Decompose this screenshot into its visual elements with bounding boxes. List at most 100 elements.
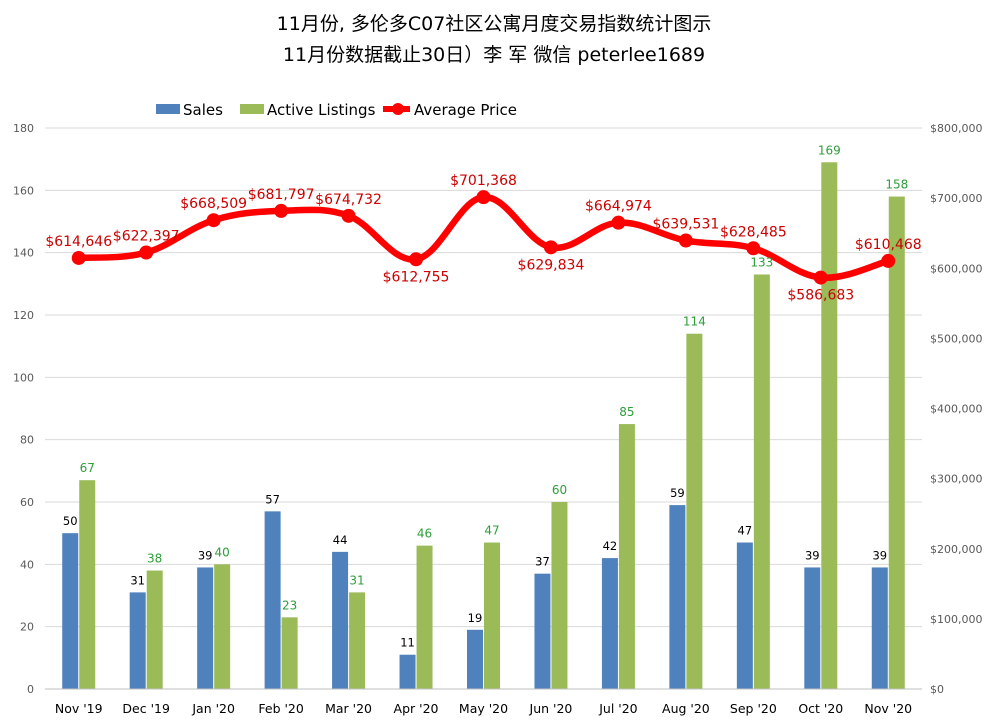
sales-bar xyxy=(62,533,79,689)
average-price-data-label: $701,368 xyxy=(450,173,517,189)
average-price-data-label: $614,646 xyxy=(45,234,112,250)
sales-data-label: 11 xyxy=(400,636,415,650)
right-axis-tick-label: $100,000 xyxy=(930,613,983,626)
active-listings-data-label: 85 xyxy=(619,405,634,419)
average-price-data-label: $668,509 xyxy=(180,196,247,212)
legend: Sales Active Listings Average Price xyxy=(156,101,517,119)
average-price-data-label: $622,397 xyxy=(113,229,180,245)
average-price-data-label: $674,732 xyxy=(315,192,382,208)
left-axis-tick-label: 80 xyxy=(20,434,34,447)
right-axis-tick-label: $300,000 xyxy=(930,473,983,486)
sales-bar xyxy=(736,542,753,689)
right-axis-tick-label: $400,000 xyxy=(930,403,983,416)
chart-subtitle: 11月份数据截止30日）李 军 微信 peterlee1689 xyxy=(283,44,705,66)
average-price-marker xyxy=(813,270,828,285)
active-listings-bar xyxy=(888,196,905,690)
sales-bar xyxy=(197,567,214,689)
active-listings-data-label: 38 xyxy=(147,552,162,566)
average-price-data-label: $639,531 xyxy=(652,217,719,233)
chart-title: 11月份, 多伦多C07社区公寓月度交易指数统计图示 xyxy=(277,13,712,35)
sales-data-label: 57 xyxy=(265,492,280,506)
sales-data-label: 39 xyxy=(805,548,820,562)
sales-data-label: 47 xyxy=(738,524,753,538)
average-price-data-label: $612,755 xyxy=(383,269,450,285)
active-listings-data-label: 40 xyxy=(215,545,230,559)
x-axis-tick-label: Mar '20 xyxy=(325,701,372,716)
sales-bar xyxy=(804,567,821,689)
x-axis-tick-label: Nov '19 xyxy=(55,701,103,716)
x-axis-tick-label: Nov '20 xyxy=(864,701,912,716)
right-axis-tick-label: $500,000 xyxy=(930,332,983,345)
left-axis-tick-label: 140 xyxy=(13,247,34,260)
sales-data-label: 37 xyxy=(535,555,550,569)
average-price-marker xyxy=(611,215,626,230)
active-listings-bar xyxy=(214,564,231,689)
left-axis-tick-label: 40 xyxy=(20,558,34,571)
active-listings-data-label: 67 xyxy=(80,461,95,475)
x-axis-tick-label: Jul '20 xyxy=(598,701,637,716)
active-listings-data-label: 60 xyxy=(552,483,567,497)
left-axis-tick-label: 120 xyxy=(13,309,34,322)
active-listings-bar xyxy=(484,542,500,689)
active-listings-bar xyxy=(551,502,568,689)
average-price-marker xyxy=(71,250,86,265)
average-price-data-label: $628,485 xyxy=(720,224,787,240)
x-axis: Nov '19 Dec '19 Jan '20 Feb '20 Mar '20 Apr '… xyxy=(45,688,922,716)
x-axis-tick-label: Apr '20 xyxy=(394,701,439,716)
average-price-marker xyxy=(678,233,693,248)
grid-lines xyxy=(45,127,922,690)
average-price-marker xyxy=(409,252,424,267)
sales-data-label: 39 xyxy=(872,548,887,562)
active-listings-bar xyxy=(618,424,635,689)
legend-label-average-price: Average Price xyxy=(414,101,517,119)
sales-data-label: 50 xyxy=(63,514,78,528)
x-axis-tick-label: Oct '20 xyxy=(798,701,843,716)
legend-swatch-sales xyxy=(156,104,180,114)
left-axis-tick-label: 60 xyxy=(20,496,34,509)
sales-data-label: 31 xyxy=(130,573,145,587)
active-listings-data-label: 169 xyxy=(818,143,841,157)
active-listings-data-label: 23 xyxy=(282,598,297,612)
active-listings-bar xyxy=(686,333,703,689)
sales-data-label: 19 xyxy=(468,611,483,625)
average-price-marker xyxy=(543,240,558,255)
sales-bar xyxy=(264,511,281,689)
legend-label-sales: Sales xyxy=(183,101,223,119)
legend-swatch-active-listings xyxy=(240,104,264,114)
x-axis-tick-label: Dec '19 xyxy=(122,701,170,716)
right-axis-tick-label: $700,000 xyxy=(930,192,983,205)
bars xyxy=(62,162,905,690)
average-price-marker xyxy=(341,208,356,223)
x-axis-tick-label: Jan '20 xyxy=(191,701,235,716)
active-listings-data-label: 114 xyxy=(683,315,706,329)
right-axis-tick-label: $200,000 xyxy=(930,543,983,556)
active-listings-bar xyxy=(281,617,298,689)
x-axis-tick-label: Jun '20 xyxy=(529,701,573,716)
average-price-marker xyxy=(881,253,896,268)
x-axis-tick-label: Aug '20 xyxy=(662,701,710,716)
average-price-data-label: $664,974 xyxy=(585,199,652,215)
x-axis-tick-label: Sep '20 xyxy=(730,701,777,716)
active-listings-data-label: 31 xyxy=(349,573,364,587)
active-listings-data-label: 158 xyxy=(885,178,908,192)
active-listings-bar xyxy=(79,480,96,689)
left-axis-tick-label: 20 xyxy=(20,621,34,634)
left-axis-tick-label: 0 xyxy=(27,683,34,696)
active-listings-bar xyxy=(349,592,366,689)
sales-bar xyxy=(399,654,416,689)
average-price-marker xyxy=(746,241,761,256)
active-listings-bar xyxy=(821,162,838,690)
x-axis-tick-label: Feb '20 xyxy=(258,701,303,716)
right-axis-tick-label: $600,000 xyxy=(930,262,983,275)
active-listings-bar xyxy=(146,570,163,689)
average-price-data-label: $681,797 xyxy=(248,187,315,203)
active-listings-data-label: 47 xyxy=(484,524,499,538)
legend-marker-average-price xyxy=(392,103,404,115)
left-axis-tick-label: 180 xyxy=(13,122,34,135)
left-axis: 0 20 40 60 80 100 120 140 160 180 xyxy=(13,122,34,696)
average-price-marker xyxy=(139,245,154,260)
sales-bar xyxy=(129,592,146,689)
legend-label-active-listings: Active Listings xyxy=(267,101,376,119)
